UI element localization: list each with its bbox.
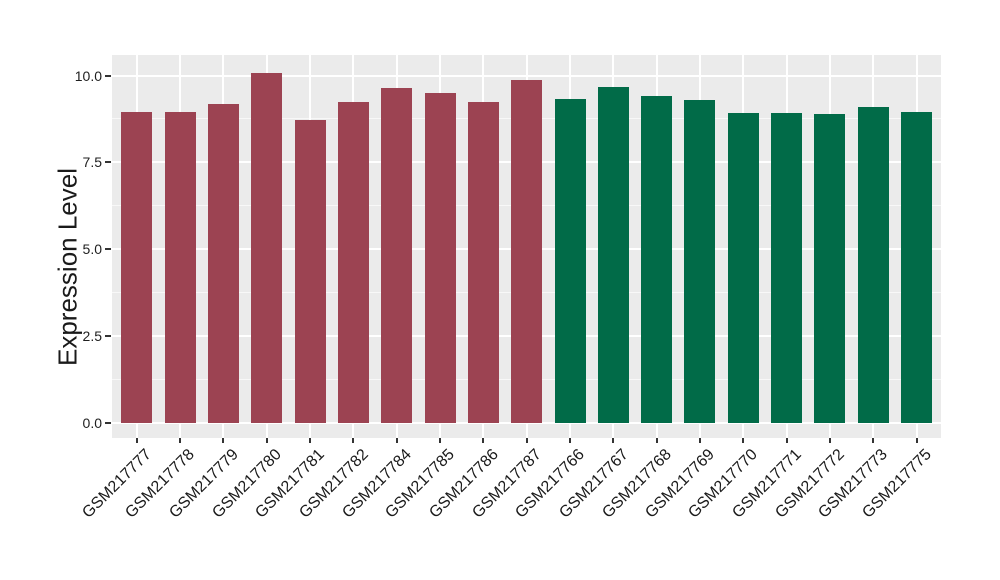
x-tick-mark: [482, 438, 485, 443]
x-tick-mark: [135, 438, 138, 443]
x-tick-mark: [828, 438, 831, 443]
plot-panel: [112, 55, 941, 438]
bar-GSM217768: [641, 96, 673, 423]
bar-GSM217780: [251, 73, 283, 423]
bar-GSM217767: [597, 86, 629, 423]
y-tick-mark: [105, 74, 111, 77]
y-tick-label: 2.5: [82, 328, 102, 345]
bar-GSM217771: [771, 112, 803, 423]
x-tick-mark: [785, 438, 788, 443]
bar-GSM217779: [207, 103, 239, 423]
y-tick-label: 5.0: [82, 241, 102, 258]
bar-GSM217781: [294, 119, 326, 423]
bar-GSM217766: [554, 99, 586, 423]
x-tick-mark: [439, 438, 441, 443]
x-tick-mark: [352, 438, 355, 443]
y-tick-mark: [105, 335, 111, 338]
x-tick-mark: [698, 438, 701, 443]
x-tick-mark: [395, 438, 398, 443]
x-tick-mark: [222, 438, 225, 443]
bar-GSM217777: [121, 111, 153, 423]
y-tick-mark: [105, 161, 111, 164]
x-tick-mark: [265, 438, 268, 443]
y-tick-label: 0.0: [82, 415, 102, 431]
y-tick-mark: [105, 422, 111, 424]
y-tick-label: 7.5: [82, 154, 102, 171]
bar-GSM217784: [381, 88, 413, 423]
bar-GSM217782: [337, 102, 369, 423]
bar-GSM217778: [164, 111, 196, 423]
bar-GSM217772: [814, 113, 846, 423]
x-tick-mark: [915, 438, 918, 443]
bar-GSM217786: [467, 101, 499, 423]
x-tick-mark: [525, 438, 528, 443]
bar-GSM217773: [857, 106, 889, 423]
y-tick-label: 10.0: [74, 67, 102, 84]
bar-GSM217787: [511, 80, 543, 423]
x-tick-mark: [309, 438, 312, 443]
bar-GSM217769: [684, 99, 716, 423]
x-tick-mark: [655, 438, 658, 443]
y-tick-mark: [105, 248, 111, 251]
bar-GSM217770: [727, 112, 759, 423]
x-tick-mark: [569, 438, 571, 443]
x-tick-mark: [612, 438, 615, 443]
x-tick-mark: [872, 438, 875, 443]
bar-GSM217785: [424, 92, 456, 423]
x-tick-mark: [742, 438, 745, 443]
x-tick-mark: [179, 438, 182, 443]
bar-GSM217775: [901, 111, 933, 423]
